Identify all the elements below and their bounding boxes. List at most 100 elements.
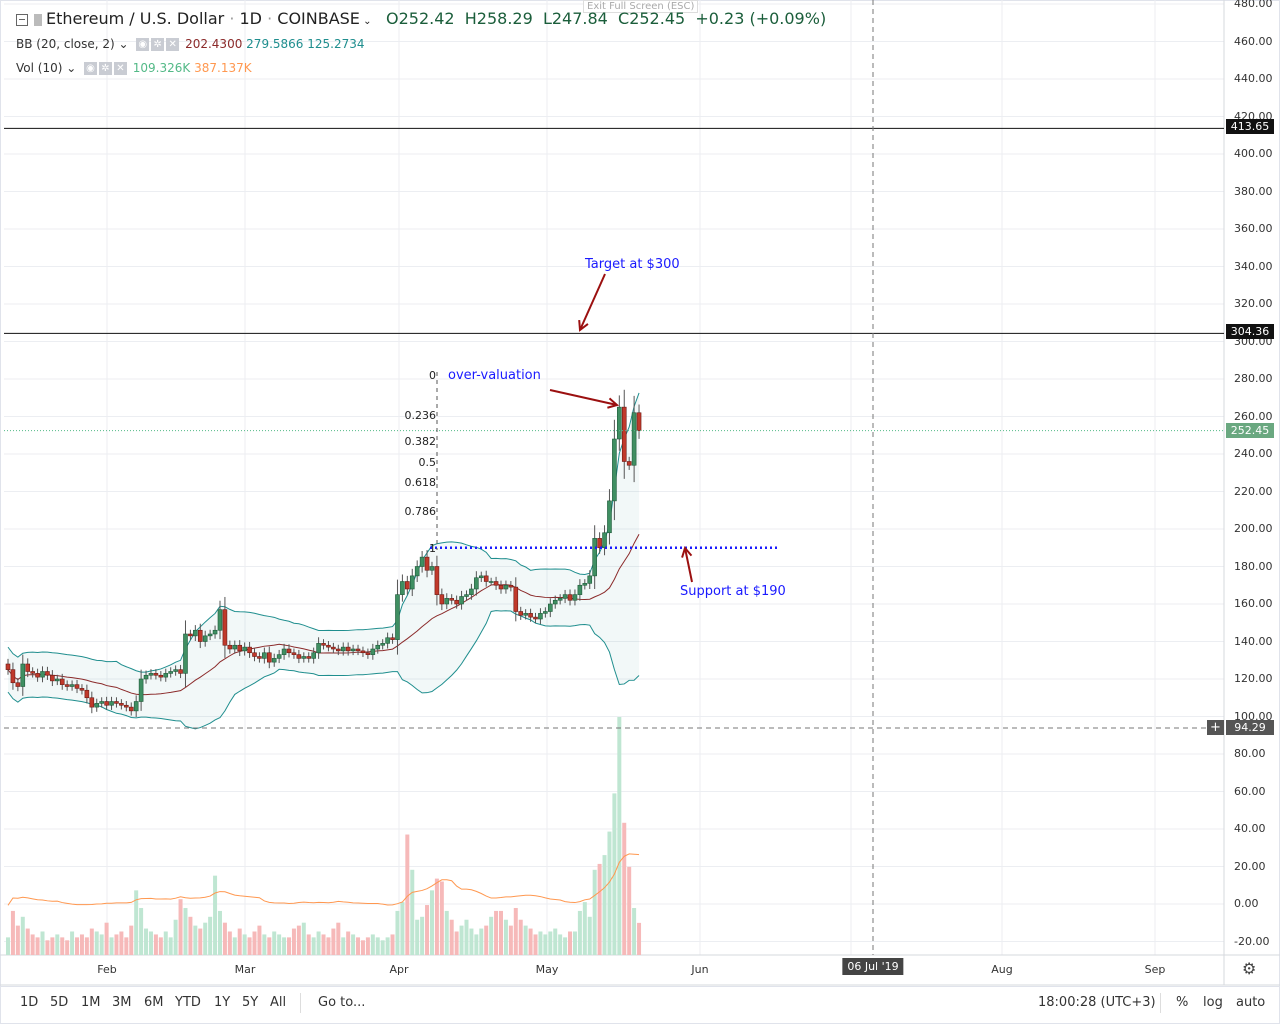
bb-lower-line <box>7 610 640 730</box>
candle-down <box>291 652 297 655</box>
volume-bar <box>370 934 375 955</box>
volume-bar <box>563 937 568 955</box>
volume-bar <box>351 934 356 955</box>
bb-basis-line <box>7 533 640 696</box>
overvaluation-arrow-head <box>607 397 620 409</box>
candle-down <box>355 648 361 652</box>
volume-bar <box>134 890 139 955</box>
candle-up <box>316 643 321 654</box>
close-icon[interactable]: ✕ <box>166 38 180 51</box>
candle-up <box>311 652 316 659</box>
close-icon[interactable]: ✕ <box>113 62 127 75</box>
range-1m[interactable]: 1M <box>81 995 101 1010</box>
volume-bar <box>602 855 607 955</box>
support-annotation[interactable]: Support at $190 <box>680 584 786 599</box>
volume-bar <box>89 928 94 955</box>
target-annotation[interactable]: Target at $300 <box>585 257 680 272</box>
volume-bar <box>582 902 587 955</box>
add-level-button[interactable]: + <box>1207 720 1224 735</box>
volume-bar <box>15 925 20 955</box>
candle-down <box>178 669 183 674</box>
auto-toggle[interactable]: auto <box>1236 995 1266 1010</box>
candle-down <box>439 594 445 605</box>
volume-bar <box>385 937 390 955</box>
candle-up <box>582 583 588 586</box>
clock[interactable]: 18:00:28 (UTC+3) <box>1038 995 1156 1010</box>
volume-bar <box>237 928 242 955</box>
candle-down <box>15 682 21 687</box>
candle-up <box>587 575 593 584</box>
volume-bar <box>346 931 351 955</box>
candle-up <box>202 635 208 642</box>
range-5y[interactable]: 5Y <box>242 995 259 1010</box>
volume-bar <box>627 866 632 955</box>
symbol-header[interactable]: Ethereum / U.S. Dollar · 1D · COINBASE ⌄ <box>16 9 371 28</box>
candle-down <box>424 556 430 571</box>
eye-icon[interactable]: ◉ <box>136 38 150 51</box>
volume-bar <box>558 934 563 955</box>
time-label-jun: Jun <box>691 963 709 976</box>
candle-down <box>567 594 573 601</box>
candle-up <box>94 703 100 708</box>
volume-bar <box>538 931 543 955</box>
candle-up <box>562 594 568 599</box>
price-tag-crosshair: 94.29 <box>1226 720 1274 735</box>
gear-icon[interactable]: ✲ <box>151 38 165 51</box>
range-ytd[interactable]: YTD <box>175 995 201 1010</box>
time-label-sep: Sep <box>1144 963 1166 976</box>
candle-down <box>266 652 272 663</box>
candle-up <box>54 678 60 682</box>
chevron-down-icon[interactable]: ⌄ <box>66 61 77 75</box>
fib-level-0236: 0.236 <box>404 409 437 422</box>
price-axis-label: 180.00 <box>1234 559 1273 573</box>
candle-up <box>547 603 553 612</box>
volume-bar <box>518 919 523 955</box>
volume-bar <box>272 931 277 955</box>
volume-bar <box>425 905 430 955</box>
volume-bar <box>178 899 183 955</box>
goto-button[interactable]: Go to... <box>318 995 366 1010</box>
collapse-icon[interactable] <box>16 13 28 26</box>
chevron-down-icon[interactable]: ⌄ <box>118 37 129 51</box>
exit-fullscreen-tooltip: Exit Full Screen (ESC) <box>583 0 699 13</box>
range-6m[interactable]: 6M <box>144 995 164 1010</box>
volume-bar <box>306 934 311 955</box>
vol-legend[interactable]: Vol (10) ⌄ ◉ ✲ ✕ 109.326K 387.137K <box>16 61 252 75</box>
volume-bar <box>489 916 494 955</box>
volume-bar <box>217 910 222 955</box>
volume-bar <box>622 822 627 955</box>
range-1d[interactable]: 1D <box>20 995 39 1010</box>
settings-gear-icon[interactable]: ⚙ <box>1242 959 1257 978</box>
volume-bar <box>144 928 149 955</box>
time-label-feb: Feb <box>97 963 117 976</box>
volume-bar <box>439 881 444 955</box>
log-toggle[interactable]: log <box>1203 995 1223 1010</box>
eye-icon[interactable]: ◉ <box>83 62 97 75</box>
candle-down <box>345 646 351 652</box>
volume-bar <box>282 937 287 955</box>
volume-bar <box>262 934 267 955</box>
volume-bar <box>607 831 612 955</box>
candle-down <box>513 586 519 612</box>
gear-icon[interactable]: ✲ <box>98 62 112 75</box>
percent-toggle[interactable]: % <box>1176 995 1189 1010</box>
volume-bar <box>464 919 469 955</box>
range-3m[interactable]: 3M <box>112 995 132 1010</box>
fib-level-0618: 0.618 <box>404 476 437 489</box>
candle-down <box>247 646 252 654</box>
overvaluation-annotation[interactable]: over-valuation <box>448 368 541 383</box>
candle-down <box>197 629 203 642</box>
price-axis-label: 280.00 <box>1234 372 1273 385</box>
candle-down <box>434 566 440 595</box>
candle-up <box>301 656 307 659</box>
range-5d[interactable]: 5D <box>50 995 69 1010</box>
time-label-mar: Mar <box>234 963 256 976</box>
candle-down <box>188 633 193 637</box>
range-all[interactable]: All <box>270 995 287 1010</box>
candle-down <box>360 650 366 654</box>
chevron-down-icon[interactable]: ⌄ <box>359 16 372 27</box>
range-1y[interactable]: 1Y <box>214 995 231 1010</box>
price-tag-last: 252.45 <box>1226 423 1274 438</box>
bb-legend[interactable]: BB (20, close, 2) ⌄ ◉ ✲ ✕ 202.4300 279.586… <box>16 37 365 51</box>
